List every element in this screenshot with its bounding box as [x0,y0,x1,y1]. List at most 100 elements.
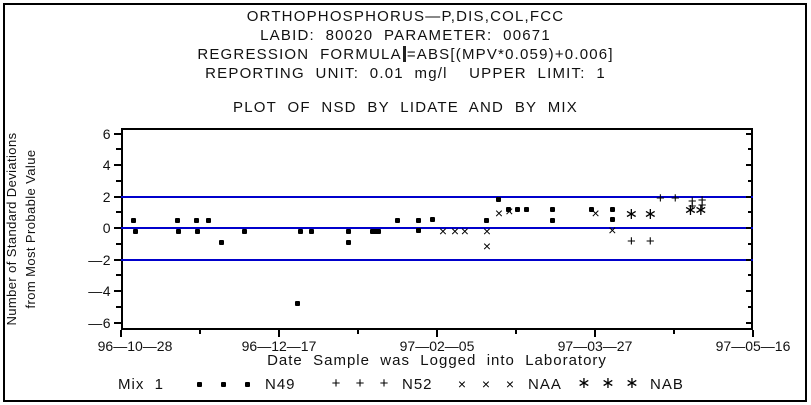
data-point-n49 [366,225,378,237]
data-point-n49 [172,214,184,226]
y-major-tick [114,321,121,324]
plus-icon: + [379,375,389,392]
data-point-nab: ∗ [624,206,639,224]
square-icon [193,378,205,390]
data-point-naa: × [591,205,600,222]
y-major-tick-right [746,164,751,166]
data-point-n49 [606,213,618,225]
data-point-n52: + [645,233,655,251]
data-point-n49 [342,225,354,237]
x-major-tick [120,330,122,337]
y-major-tick-right [746,258,751,261]
x-tick-label: 97—05—16 [715,338,791,354]
data-point-n49 [493,194,505,206]
data-point-n52: + [626,233,636,251]
x-minor-tick [357,330,359,334]
data-point-n49 [547,214,559,226]
y-major-tick-right [746,195,751,198]
text-cursor [402,46,406,62]
y-major-tick [114,195,121,198]
y-tick-label: 2 [102,188,111,205]
data-point-n49 [239,225,251,237]
y-tick-label: —4 [88,283,111,299]
data-point-n49 [128,214,140,226]
legend-entry-label: N52 [402,375,433,393]
data-point-n52: + [656,189,665,207]
data-point-naa: × [482,223,492,240]
y-minor-tick [116,179,121,182]
data-point-n49 [216,236,228,248]
y-major-tick-right [746,227,751,229]
data-point-nab: ∗ [643,206,657,224]
data-point-naa: × [494,205,504,222]
regression-formula: =ABS[(MPV*0.059)+0.006] [406,46,614,63]
data-point-n49 [606,203,618,215]
data-point-n49 [547,204,559,216]
legend-entry-label: NAB [650,375,684,393]
regression-label: REGRESSION FORMULA [197,46,402,63]
data-point-n49 [294,225,306,237]
x-tick-label: 96—12—17 [241,338,317,354]
y-tick-label: —2 [88,251,111,268]
y-major-tick-right [746,321,751,324]
data-point-naa: × [438,223,448,240]
y-minor-tick [116,242,121,245]
y-major-tick [114,132,121,135]
title-line-1: ORTHOPHOSPHORUS—P,DIS,COL,FCC [246,8,565,25]
data-point-n49 [521,204,533,216]
legend-entry-label: N49 [265,375,296,393]
data-point-naa: × [505,203,514,220]
plus-icon: + [355,375,365,392]
data-point-n49 [342,236,354,248]
data-point-n49 [481,214,493,226]
x-axis-title: Date Sample was Logged into Laboratory [267,352,607,369]
legend: Mix 1 N49 + + + N52 × × × NAA ∗ ∗ ∗ NAB [0,374,811,396]
x-minor-tick [199,330,201,334]
square-icon [217,378,229,390]
data-point-n49 [391,214,403,226]
plus-icon: + [331,375,341,392]
x-tick-label: 97—03—27 [557,338,633,354]
title-line-3: REGRESSION FORMULA =ABS[(MPV*0.059)+0.006… [0,46,811,63]
data-point-n49 [192,225,204,237]
cross-icon: × [457,376,467,392]
data-point-n49 [191,214,203,226]
data-point-n52: + [687,197,697,215]
title-line-4: REPORTING UNIT: 0.01 mg/l UPPER LIMIT: 1 [205,65,606,82]
legend-entry-n52: + + + N52 [330,374,433,394]
y-major-tick-right [746,132,751,135]
legend-entry-label: NAA [528,375,562,393]
y-minor-tick-right [748,305,753,308]
y-minor-tick-right [748,179,753,182]
y-tick-label: 6 [102,125,111,142]
legend-entry-n49: N49 [193,374,296,394]
x-tick-label: 97—02—05 [399,338,475,354]
plot-subtitle: PLOT OF NSD BY LIDATE AND BY MIX [233,99,578,116]
data-point-n49 [291,298,303,310]
data-point-n49 [503,204,515,216]
y-minor-tick [116,274,121,277]
y-minor-tick-right [748,148,753,151]
y-major-tick-right [746,290,751,292]
y-minor-tick [116,211,121,214]
legend-entry-nab: ∗ ∗ ∗ NAB [577,374,684,394]
y-axis-title: Number of Standard Deviations from Most … [4,132,38,326]
data-point-n49 [512,204,524,216]
y-tick-label: 0 [102,220,111,236]
y-major-tick [114,227,121,229]
title-line-2: LABID: 80020 PARAMETER: 00671 [260,27,551,44]
data-point-n49 [129,225,141,237]
data-point-n49 [586,204,598,216]
data-point-n52: + [687,193,697,210]
y-minor-tick [116,148,121,151]
data-point-n49 [203,214,215,226]
plot-frame [121,128,753,330]
y-tick-label: —6 [88,314,111,331]
data-point-n52: + [697,196,707,214]
x-minor-tick [515,330,517,334]
legend-title: Mix 1 [118,375,165,393]
data-point-n49 [372,225,384,237]
data-point-n52: + [670,189,680,207]
data-point-naa: × [482,238,492,255]
reference-line [121,258,753,261]
